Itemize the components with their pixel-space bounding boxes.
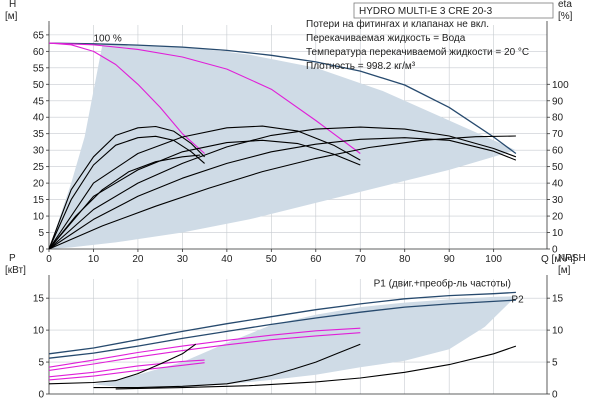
y-tick-label: 5 (38, 358, 44, 369)
y2-tick-label: 0 (552, 245, 558, 256)
note-line: Температура перекачиваемой жидкости = 20… (306, 47, 529, 58)
y-tick-label: 65 (33, 30, 45, 41)
notes-block: Потери на фитингах и клапанах не вкл. Пе… (306, 18, 529, 72)
y-axis-title: P (9, 253, 16, 264)
y2-tick-label: 10 (552, 228, 564, 239)
x-tick-label: 60 (310, 254, 322, 265)
y2-tick-label: 5 (552, 358, 558, 369)
y-tick-label: 60 (33, 47, 45, 58)
y-tick-label: 35 (33, 129, 45, 140)
power-npsh-plot: 0 5 10 15 0 5 10 15 P[кВт] NPSH[м] P1 (двиг.+преоб… (5, 253, 586, 400)
y-tick-label: 30 (33, 146, 45, 157)
y-axis-unit: [м] (5, 11, 18, 22)
x-axis-label: Q [м³/ч] (541, 254, 576, 265)
y2-tick-label: 100 (552, 80, 569, 91)
series-line (48, 332, 361, 371)
series-line (48, 42, 517, 155)
y2-tick-label: 50 (552, 162, 564, 173)
y-tick-label: 45 (33, 96, 45, 107)
y-tick-label: 40 (33, 113, 45, 124)
note-line: Перекачиваемая жидкость = Вода (306, 33, 466, 44)
y-tick-label: 15 (33, 195, 45, 206)
operating-region (93, 296, 516, 389)
y2-tick-label: 90 (552, 96, 564, 107)
y-tick-label: 25 (33, 162, 45, 173)
y2-axis-unit: [%] (558, 11, 573, 22)
y-tick-label: 15 (33, 294, 45, 305)
series-line (48, 135, 516, 250)
y2-axis-title: NPSH (558, 253, 586, 264)
series-line (48, 359, 205, 378)
y2-tick-label: 10 (552, 326, 564, 337)
y2-tick-label: 30 (552, 195, 564, 206)
annotation-label: P2 (511, 295, 524, 306)
y-tick-label: 20 (33, 179, 45, 190)
y-tick-label: 0 (38, 390, 44, 400)
series-line (48, 42, 205, 154)
y2-tick-label: 80 (552, 113, 564, 124)
series-line (48, 343, 197, 385)
chart-title: HYDRO MULTI-E 3 CRE 20-3 (359, 6, 493, 17)
y-tick-label: 10 (33, 326, 45, 337)
y-axis-title: H (9, 0, 16, 10)
x-tick-label: 100 (485, 254, 502, 265)
x-tick-label: 20 (132, 254, 144, 265)
series-line (48, 139, 361, 250)
y2-tick-label: 40 (552, 179, 564, 190)
series-line (48, 362, 205, 381)
y2-axis-title: eta (558, 0, 572, 10)
y2-tick-label: 20 (552, 212, 564, 223)
series-line (48, 154, 201, 250)
x-tick-label: 80 (399, 254, 411, 265)
x-tick-label: 30 (177, 254, 189, 265)
y-tick-label: 50 (33, 80, 45, 91)
y2-tick-label: 60 (552, 146, 564, 157)
series-line (48, 137, 517, 250)
x-tick-label: 50 (266, 254, 278, 265)
y-tick-label: 55 (33, 63, 45, 74)
y-tick-label: 10 (33, 212, 45, 223)
series-line (48, 291, 516, 355)
title-box (353, 2, 554, 19)
x-tick-label: 90 (444, 254, 456, 265)
series-line (93, 343, 361, 389)
y2-tick-label: 70 (552, 129, 564, 140)
x-tick-label: 40 (221, 254, 233, 265)
annotation-label: P1 (двиг.+преобр-ль частоты) (374, 278, 511, 290)
x-tick-label: 0 (46, 254, 52, 265)
y-axis-unit: [кВт] (5, 265, 26, 276)
y-tick-label: 0 (38, 245, 44, 256)
note-line: Потери на фитингах и клапанах не вкл. (306, 18, 489, 30)
note-line: Плотность = 998.2 кг/м³ (306, 61, 416, 72)
series-line (115, 345, 517, 390)
series-line (48, 42, 361, 154)
series-line (48, 327, 361, 368)
y2-tick-label: 0 (552, 390, 558, 400)
series-line (48, 135, 205, 250)
series-line (48, 299, 516, 359)
head-efficiency-plot: 0 5 10 15 20 25 30 35 40 45 50 55 60 65 0 10 20 30 40 50 60 7… (5, 0, 576, 265)
series-line (48, 125, 361, 250)
x-tick-label: 70 (355, 254, 367, 265)
y2-axis-unit: [м] (558, 265, 571, 276)
annotation-label: 100 % (93, 33, 121, 44)
y2-tick-label: 15 (552, 294, 564, 305)
series-line (48, 125, 205, 250)
x-tick-label: 10 (88, 254, 100, 265)
operating-region (49, 44, 516, 249)
y-tick-label: 5 (38, 228, 44, 239)
